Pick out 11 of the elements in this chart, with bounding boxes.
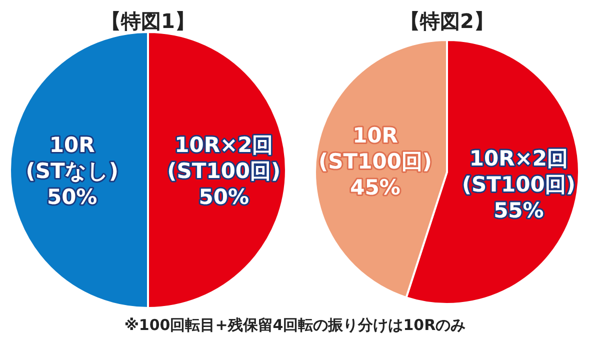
slice-label: 10R (ST100回) xyxy=(318,124,432,174)
slice-label: 10R×2回 (ST100回) xyxy=(462,146,576,196)
data-label: 55% xyxy=(494,198,544,222)
slice-label: 10R (STなし) xyxy=(26,133,118,183)
chart-title: 【特図2】 xyxy=(400,9,494,33)
chart-title: 【特図1】 xyxy=(101,9,195,33)
data-label: 50% xyxy=(198,185,250,209)
data-label: 45% xyxy=(350,176,400,200)
text: ※100回転目+残保留4回転の振り分けは10Rのみ xyxy=(124,316,466,334)
data-label: 50% xyxy=(46,185,98,209)
slice-label: 10R×2回 (ST100回) xyxy=(167,133,281,183)
